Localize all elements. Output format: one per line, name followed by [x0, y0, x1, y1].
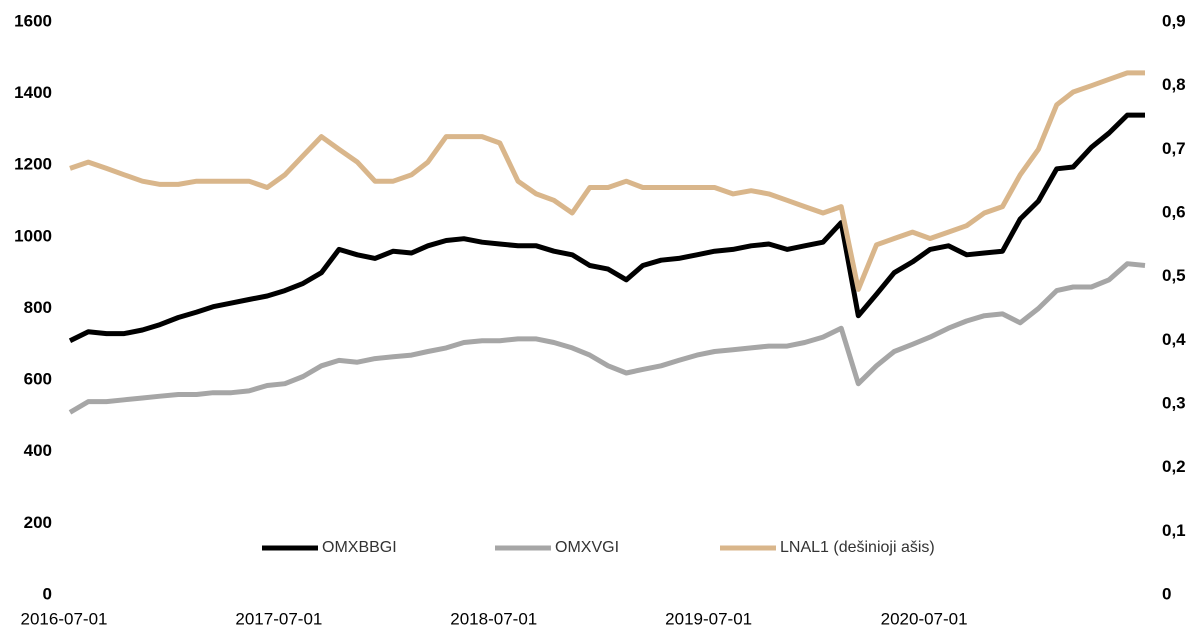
y-tick-label: 0: [43, 584, 52, 603]
y-tick-label: 600: [24, 370, 52, 389]
legend-label: LNAL1 (dešinioji ašis): [780, 539, 935, 556]
x-tick-label: 2018-07-01: [450, 609, 537, 628]
y2-tick-label: 0,9: [1162, 11, 1186, 30]
y-tick-label: 200: [24, 513, 52, 532]
legend-label: OMXBBGI: [322, 539, 397, 556]
legend-label: OMXVGI: [555, 539, 619, 556]
y2-tick-label: 0,5: [1162, 266, 1186, 285]
series-line: [69, 70, 1145, 292]
y2-tick-label: 0,3: [1162, 393, 1186, 412]
y2-tick-label: 0,4: [1162, 330, 1186, 349]
series-line: [68, 261, 1146, 415]
series-line: [68, 112, 1145, 343]
y-tick-label: 1600: [14, 11, 52, 30]
x-tick-label: 2019-07-01: [665, 609, 752, 628]
x-tick-label: 2017-07-01: [235, 609, 322, 628]
x-tick-label: 2016-07-01: [21, 609, 108, 628]
x-tick-label: 2020-07-01: [881, 609, 968, 628]
y-tick-label: 1400: [14, 83, 52, 102]
y-tick-label: 800: [24, 298, 52, 317]
y2-tick-label: 0,2: [1162, 457, 1186, 476]
y2-tick-label: 0: [1162, 584, 1171, 603]
y-tick-label: 1000: [14, 226, 52, 245]
y2-tick-label: 0,8: [1162, 75, 1186, 94]
y2-tick-label: 0,6: [1162, 202, 1186, 221]
y-tick-label: 1200: [14, 155, 52, 174]
y2-tick-label: 0,7: [1162, 139, 1186, 158]
y-tick-label: 400: [24, 441, 52, 460]
y2-tick-label: 0,1: [1162, 521, 1186, 540]
